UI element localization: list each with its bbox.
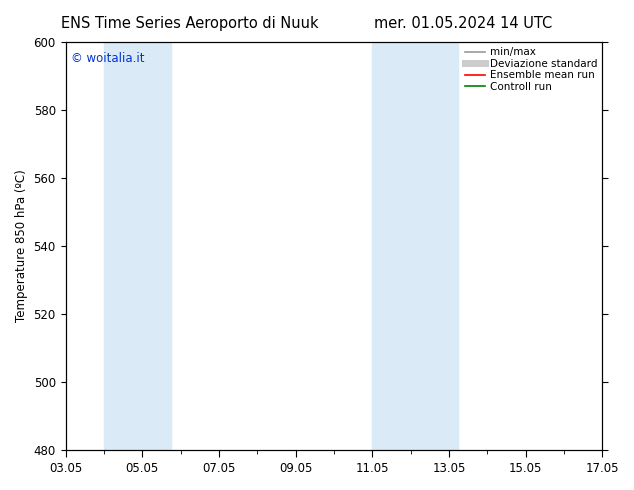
Text: ENS Time Series Aeroporto di Nuuk: ENS Time Series Aeroporto di Nuuk bbox=[61, 16, 319, 31]
Bar bbox=[104, 42, 171, 450]
Y-axis label: Temperature 850 hPa (ºC): Temperature 850 hPa (ºC) bbox=[15, 170, 28, 322]
Text: mer. 01.05.2024 14 UTC: mer. 01.05.2024 14 UTC bbox=[373, 16, 552, 31]
Legend: min/max, Deviazione standard, Ensemble mean run, Controll run: min/max, Deviazione standard, Ensemble m… bbox=[462, 45, 599, 94]
Text: © woitalia.it: © woitalia.it bbox=[71, 52, 145, 65]
Bar bbox=[372, 42, 458, 450]
